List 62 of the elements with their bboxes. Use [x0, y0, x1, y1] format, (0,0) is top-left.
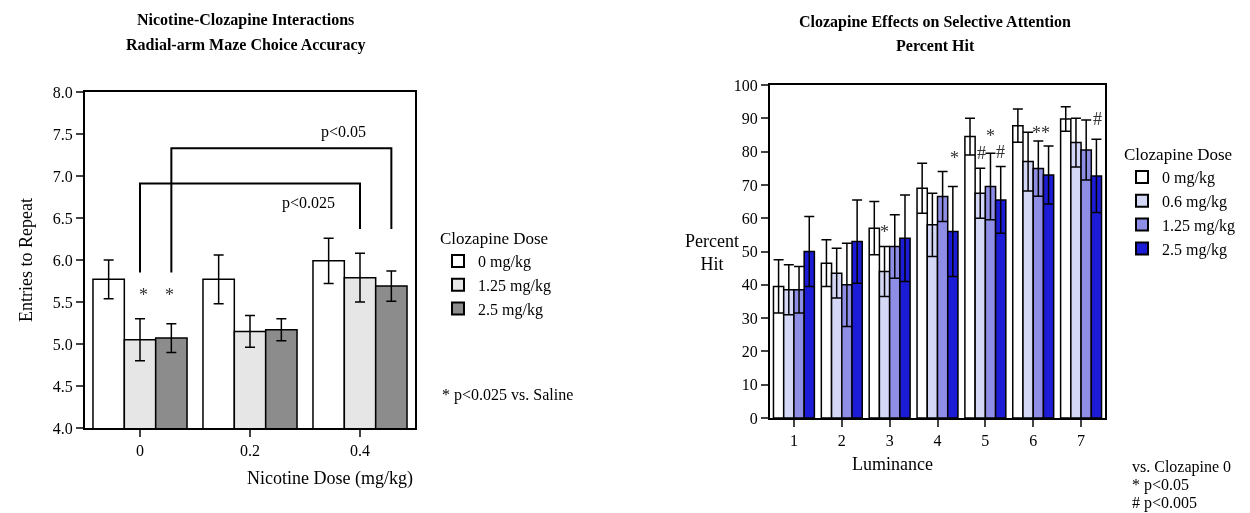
y-tick-label: 7.5	[52, 125, 73, 143]
annotation: #	[977, 143, 986, 163]
y-tick-label: 0	[749, 409, 758, 427]
y-tick-label: 60	[741, 209, 758, 227]
x-axis-title: Nicotine Dose (mg/kg)	[247, 468, 413, 489]
chart-title: Clozapine Effects on Selective Attention	[799, 13, 1072, 31]
y-axis-title: Percent Hit	[685, 231, 739, 275]
legend-label: 0.6 mg/kg	[1162, 193, 1227, 212]
y-tick-label: 5.0	[52, 335, 73, 353]
y-tick-label: 90	[741, 109, 758, 127]
annotation: p<0.025	[282, 194, 336, 212]
chart-title: Nicotine-Clozapine Interactions	[137, 11, 355, 29]
text: * p<0.05	[1132, 476, 1190, 494]
annotation: #	[1093, 109, 1102, 129]
y-tick-label: 4.0	[52, 419, 73, 437]
x-tick-label: 2	[837, 432, 846, 450]
x-tick-label: 7	[1077, 432, 1086, 450]
y-tick-label: 50	[741, 243, 758, 261]
x-tick-label: 3	[885, 432, 894, 450]
annotation: *	[139, 285, 148, 305]
annotation: *	[986, 126, 995, 146]
x-tick-label: 0.2	[240, 442, 260, 460]
y-tick-label: 4.5	[52, 377, 73, 395]
text: * p<0.025 vs. Saline	[442, 386, 574, 404]
annotation: *	[950, 148, 959, 168]
text: vs. Clozapine 0	[1132, 458, 1232, 476]
y-tick-label: 40	[741, 276, 758, 294]
y-tick-label: 100	[733, 76, 758, 94]
x-tick-label: 0.4	[350, 442, 370, 460]
x-axis-title: Luminance	[852, 454, 933, 474]
annotation: #	[996, 142, 1005, 162]
text: # p<0.005	[1132, 494, 1198, 512]
legend-label: 1.25 mg/kg	[478, 277, 551, 296]
annotation: *	[880, 222, 889, 242]
legend-title: Clozapine Dose	[440, 229, 549, 249]
y-tick-label: 30	[741, 309, 758, 327]
x-tick-label: 0	[136, 442, 144, 460]
y-tick-label: 8.0	[52, 83, 73, 101]
chart-subtitle: Percent Hit	[896, 37, 976, 54]
x-tick-label: 1	[789, 432, 798, 450]
y-tick-label: 20	[741, 343, 758, 360]
y-tick-label: 70	[741, 176, 758, 194]
annotation: **	[1032, 123, 1050, 143]
y-tick-label: 6.5	[52, 209, 73, 227]
legend-label: 0 mg/kg	[478, 253, 531, 272]
chart-subtitle: Radial-arm Maze Choice Accuracy	[126, 36, 366, 54]
y-tick-label: 7.0	[52, 167, 73, 185]
legend-label: 2.5 mg/kg	[478, 300, 543, 319]
legend-title: Clozapine Dose	[1124, 145, 1233, 165]
y-tick-label: 10	[741, 376, 758, 394]
y-tick-label: 5.5	[52, 293, 73, 311]
y-axis-title: Entries to Repeat	[16, 198, 36, 322]
x-tick-label: 6	[1029, 432, 1038, 450]
y-tick-label: 6.0	[52, 251, 73, 269]
annotation: p<0.05	[321, 123, 367, 141]
annotation: *	[165, 285, 174, 305]
legend-label: 0 mg/kg	[1162, 169, 1215, 188]
x-tick-label: 5	[981, 432, 990, 450]
x-tick-label: 4	[933, 432, 942, 450]
legend-label: 2.5 mg/kg	[1162, 240, 1227, 259]
legend-label: 1.25 mg/kg	[1162, 216, 1235, 235]
y-tick-label: 80	[741, 143, 758, 161]
